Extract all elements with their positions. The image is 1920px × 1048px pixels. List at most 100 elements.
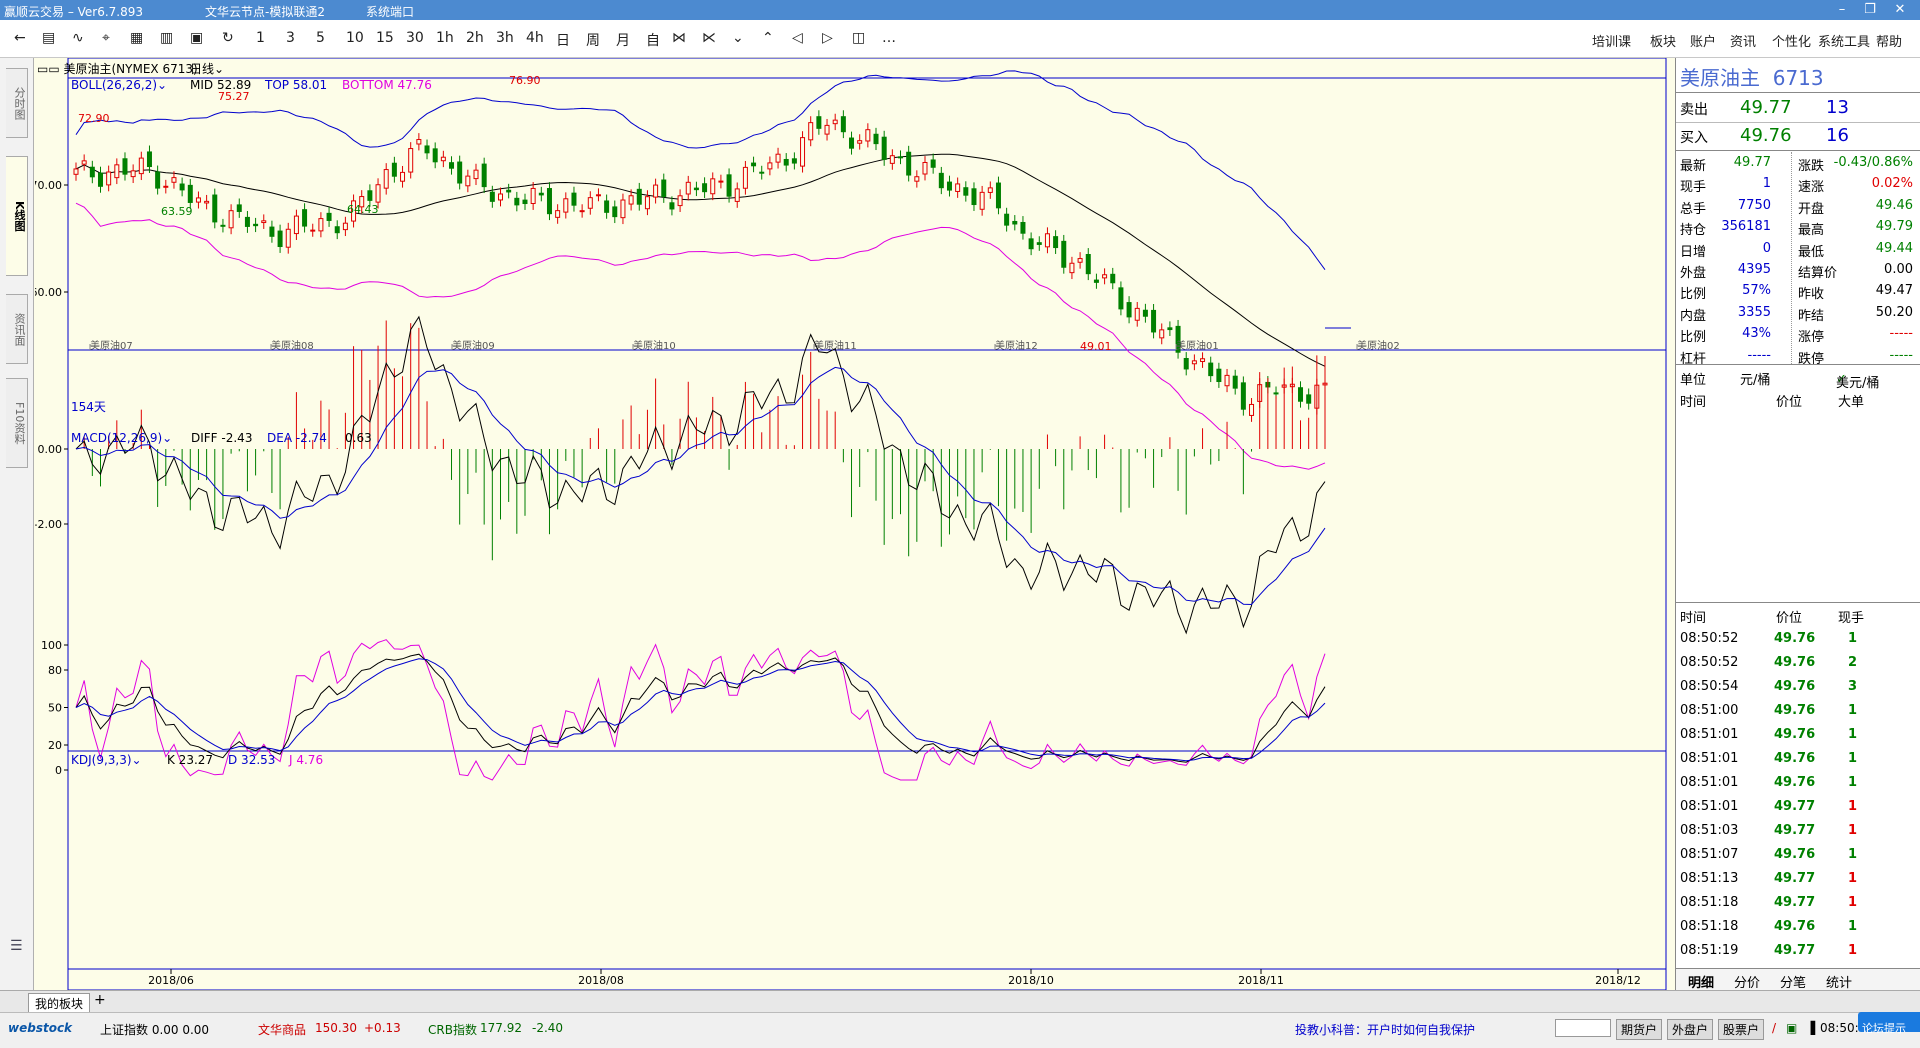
detail-tab-1[interactable]: 分价 — [1734, 976, 1761, 991]
macd-tick-label: -2.00 — [35, 518, 62, 531]
candle-body — [1224, 374, 1230, 387]
zoom-icon[interactable]: ⋈ — [672, 30, 686, 46]
tab-timeshare[interactable]: 分时图 — [6, 68, 28, 138]
period-button-3[interactable]: 10 — [346, 30, 364, 46]
contract-label: 美原油11 — [814, 339, 857, 352]
period-button-9[interactable]: 4h — [526, 30, 544, 46]
detail-tab-2[interactable]: 分笔 — [1780, 976, 1807, 991]
period-button-10[interactable]: 日 — [556, 33, 570, 49]
list-icon[interactable]: ▤ — [42, 30, 56, 46]
chevron-up-icon[interactable]: ⌃ — [762, 30, 774, 46]
candle-body — [1118, 287, 1124, 310]
tab-kline[interactable]: K线图 — [6, 156, 28, 276]
add-tab-icon[interactable]: + — [94, 992, 106, 1008]
period-select[interactable]: 日线⌄ — [190, 62, 225, 76]
back-icon[interactable]: ← — [14, 30, 26, 46]
foreign-account-button[interactable]: 外盘户 — [1667, 1019, 1714, 1040]
more-icon[interactable]: … — [882, 30, 896, 46]
period-button-2[interactable]: 5 — [316, 30, 325, 46]
tick-price: 49.77 — [1774, 799, 1816, 814]
period-button-6[interactable]: 1h — [436, 30, 454, 46]
period-button-7[interactable]: 2h — [466, 30, 484, 46]
unit-value[interactable]: 元/桶 — [1740, 373, 1771, 388]
period-button-13[interactable]: 自 — [646, 33, 660, 49]
chart-area[interactable]: 70.00 60.00 72.90 75.27 63.59 64.43 76.90 49.01… — [31, 57, 1675, 991]
quote-title: 美原油主 6713 — [1680, 66, 1824, 90]
candle-body — [849, 137, 855, 149]
contract-label: 美原油10 — [633, 339, 676, 352]
candle-body — [938, 172, 944, 189]
tick-volume: 1 — [1848, 895, 1858, 910]
menu-list-icon[interactable]: ☰ — [10, 938, 23, 954]
buy-price[interactable]: 49.76 — [1740, 125, 1792, 146]
restore-icon[interactable]: ❐ — [1864, 2, 1876, 17]
period-button-5[interactable]: 30 — [406, 30, 424, 46]
candle-body — [751, 162, 757, 167]
zoom-out-icon[interactable]: ⋉ — [702, 30, 716, 46]
candle-body — [367, 190, 373, 201]
wh-index-change: +0.13 — [364, 1021, 401, 1035]
menu-item-6[interactable]: 帮助 — [1876, 35, 1903, 50]
tab-f10[interactable]: F10资料 — [6, 378, 28, 468]
period-button-4[interactable]: 15 — [376, 30, 394, 46]
candle-body — [873, 133, 879, 145]
right-icon[interactable]: ▷ — [822, 30, 833, 46]
period-button-8[interactable]: 3h — [496, 30, 514, 46]
pointer-icon[interactable]: ⌖ — [102, 30, 110, 46]
candle-body — [718, 180, 724, 183]
minimize-icon[interactable]: – — [1838, 2, 1846, 17]
kdj-label[interactable]: KDJ(9,3,3)⌄ — [71, 753, 142, 767]
tick-row: 08:51:18 49.76 1 — [1676, 916, 1920, 938]
server-label[interactable]: 文华云节点-模拟联通2 — [205, 5, 325, 19]
menu-item-4[interactable]: 个性化 — [1772, 35, 1812, 50]
status-input[interactable] — [1555, 1019, 1611, 1037]
tab-my-sector[interactable]: 我的板块 — [28, 993, 91, 1014]
panel-icon[interactable]: ◫ — [852, 30, 866, 46]
futures-account-button[interactable]: 期货户 — [1616, 1019, 1663, 1040]
forum-tip[interactable]: 论坛提示 — [1858, 1012, 1920, 1035]
candle-body — [710, 178, 716, 195]
crb-label[interactable]: CRB指数 — [428, 1023, 477, 1037]
left-icon[interactable]: ◁ — [792, 30, 803, 46]
sh-index[interactable]: 上证指数 0.00 0.00 — [100, 1023, 210, 1037]
macd-label[interactable]: MACD(12,26,9)⌄ — [71, 431, 173, 445]
close-icon[interactable]: ✕ — [1894, 2, 1906, 17]
period-button-0[interactable]: 1 — [256, 30, 265, 46]
detail-tab-3[interactable]: 统计 — [1826, 976, 1853, 991]
tick-volume: 1 — [1848, 727, 1858, 742]
menu-item-5[interactable]: 系统工具 — [1818, 35, 1871, 50]
candle-body — [400, 171, 406, 182]
detail-tab-0[interactable]: 明细 — [1688, 976, 1715, 991]
candle-body — [163, 185, 169, 188]
screen-icon[interactable]: ▣ — [1786, 1021, 1798, 1035]
tick-row: 08:51:03 49.77 1 — [1676, 820, 1920, 842]
chevron-down-icon[interactable]: ⌄ — [732, 30, 744, 46]
save-icon[interactable]: ▣ — [190, 30, 204, 46]
candle-body — [440, 156, 446, 162]
menu-item-0[interactable]: 培训课 — [1592, 35, 1632, 50]
period-button-12[interactable]: 月 — [616, 33, 630, 49]
sell-price[interactable]: 49.77 — [1740, 97, 1792, 118]
boll-label[interactable]: BOLL(26,26,2)⌄ — [71, 78, 168, 92]
system-port[interactable]: 系统端口 — [366, 5, 415, 19]
period-button-1[interactable]: 3 — [286, 30, 295, 46]
doc-icon[interactable]: ▥ — [160, 30, 174, 46]
chart-canvas[interactable]: 70.00 60.00 72.90 75.27 63.59 64.43 76.90 49.01… — [31, 57, 1675, 991]
candle-body — [122, 158, 128, 175]
candle-body — [302, 209, 308, 227]
candle-body — [269, 226, 275, 237]
tick-volume: 1 — [1848, 871, 1858, 886]
menu-item-3[interactable]: 资讯 — [1730, 35, 1757, 50]
menu-item-2[interactable]: 账户 — [1690, 35, 1717, 50]
wh-index-label[interactable]: 文华商品 — [258, 1023, 307, 1037]
refresh-icon[interactable]: ↻ — [222, 30, 234, 46]
period-button-11[interactable]: 周 — [586, 33, 600, 49]
grid-icon[interactable]: ▦ — [130, 30, 144, 46]
stock-account-button[interactable]: 股票户 — [1718, 1019, 1765, 1040]
line-chart-icon[interactable]: ∿ — [72, 30, 84, 46]
edu-tip[interactable]: 投教小科普：开户时如何自我保护 — [1295, 1023, 1476, 1037]
tick-time: 08:51:01 — [1680, 775, 1739, 790]
tab-news[interactable]: 资讯面 — [6, 294, 28, 364]
quote-left-label: 持仓 — [1680, 223, 1707, 239]
menu-item-1[interactable]: 板块 — [1650, 35, 1677, 50]
